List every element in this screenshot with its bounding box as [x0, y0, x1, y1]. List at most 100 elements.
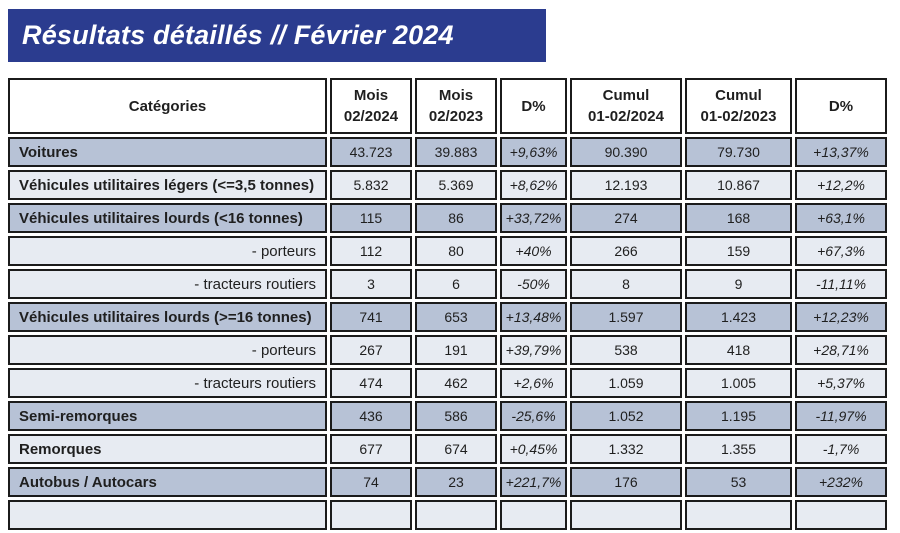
pct-cell: -11,97% — [795, 401, 887, 431]
pct-cell: +67,3% — [795, 236, 887, 266]
value-cell: 53 — [685, 467, 792, 497]
title-banner: Résultats détaillés // Février 2024 — [8, 9, 546, 62]
category-cell: Véhicules utilitaires lourds (<16 tonnes… — [8, 203, 327, 233]
pct-cell: -25,6% — [500, 401, 567, 431]
value-cell: 436 — [330, 401, 412, 431]
column-header-2: Mois 02/2023 — [415, 78, 497, 134]
value-cell: 586 — [415, 401, 497, 431]
value-cell: 274 — [570, 203, 682, 233]
header-row: Catégories Mois 02/2024 Mois 02/2023 D% Cumu… — [8, 78, 887, 134]
pct-cell — [795, 500, 887, 530]
value-cell: 266 — [570, 236, 682, 266]
value-cell: 3 — [330, 269, 412, 299]
category-cell: Voitures — [8, 137, 327, 167]
column-header-4: Cumul 01-02/2024 — [570, 78, 682, 134]
pct-cell: +28,71% — [795, 335, 887, 365]
value-cell: 653 — [415, 302, 497, 332]
value-cell: 418 — [685, 335, 792, 365]
value-cell: 176 — [570, 467, 682, 497]
pct-cell: +232% — [795, 467, 887, 497]
value-cell: 8 — [570, 269, 682, 299]
category-cell: - porteurs — [8, 335, 327, 365]
value-cell: 1.597 — [570, 302, 682, 332]
category-cell: Autobus / Autocars — [8, 467, 327, 497]
category-cell: - tracteurs routiers — [8, 269, 327, 299]
value-cell: 159 — [685, 236, 792, 266]
category-cell: Semi-remorques — [8, 401, 327, 431]
category-cell — [8, 500, 327, 530]
table-row: Remorques 677 674 +0,45% 1.332 1.355 -1,7% — [8, 434, 887, 464]
column-header-1: Mois 02/2024 — [330, 78, 412, 134]
pct-cell: +63,1% — [795, 203, 887, 233]
value-cell — [330, 500, 412, 530]
table-row: - porteurs 112 80 +40% 266 159 +67,3% — [8, 236, 887, 266]
column-header-5: Cumul 01-02/2023 — [685, 78, 792, 134]
value-cell — [415, 500, 497, 530]
value-cell: 1.355 — [685, 434, 792, 464]
value-cell: 191 — [415, 335, 497, 365]
table-row: Véhicules utilitaires lourds (<16 tonnes… — [8, 203, 887, 233]
value-cell: 267 — [330, 335, 412, 365]
value-cell: 1.059 — [570, 368, 682, 398]
pct-cell: +13,37% — [795, 137, 887, 167]
category-cell: Véhicules utilitaires lourds (>=16 tonne… — [8, 302, 327, 332]
table-header: Catégories Mois 02/2024 Mois 02/2023 D% Cumu… — [8, 78, 887, 134]
column-header-0: Catégories — [8, 78, 327, 134]
pct-cell: +0,45% — [500, 434, 567, 464]
table-row — [8, 500, 887, 530]
table-row: Véhicules utilitaires lourds (>=16 tonne… — [8, 302, 887, 332]
page-title: Résultats détaillés // Février 2024 — [22, 20, 454, 50]
value-cell: 80 — [415, 236, 497, 266]
value-cell: 9 — [685, 269, 792, 299]
pct-cell: +221,7% — [500, 467, 567, 497]
value-cell: 1.195 — [685, 401, 792, 431]
table-row: - tracteurs routiers 474 462 +2,6% 1.059 1.00… — [8, 368, 887, 398]
value-cell: 674 — [415, 434, 497, 464]
value-cell: 1.423 — [685, 302, 792, 332]
table-row: Voitures 43.723 39.883 +9,63% 90.390 79.730 +1… — [8, 137, 887, 167]
value-cell: 10.867 — [685, 170, 792, 200]
pct-cell: -11,11% — [795, 269, 887, 299]
value-cell: 741 — [330, 302, 412, 332]
table-row: Véhicules utilitaires légers (<=3,5 tonn… — [8, 170, 887, 200]
value-cell: 86 — [415, 203, 497, 233]
value-cell: 1.332 — [570, 434, 682, 464]
value-cell: 1.052 — [570, 401, 682, 431]
category-cell: Remorques — [8, 434, 327, 464]
value-cell: 5.832 — [330, 170, 412, 200]
value-cell: 168 — [685, 203, 792, 233]
pct-cell — [500, 500, 567, 530]
pct-cell: +12,2% — [795, 170, 887, 200]
value-cell: 12.193 — [570, 170, 682, 200]
category-cell: - porteurs — [8, 236, 327, 266]
value-cell: 115 — [330, 203, 412, 233]
table-body: Voitures 43.723 39.883 +9,63% 90.390 79.730 +1… — [8, 137, 887, 530]
table-row: - porteurs 267 191 +39,79% 538 418 +28,71% — [8, 335, 887, 365]
value-cell: 1.005 — [685, 368, 792, 398]
value-cell: 112 — [330, 236, 412, 266]
pct-cell: +39,79% — [500, 335, 567, 365]
results-table: Catégories Mois 02/2024 Mois 02/2023 D% Cumu… — [5, 75, 890, 533]
pct-cell: -1,7% — [795, 434, 887, 464]
value-cell: 538 — [570, 335, 682, 365]
pct-cell: +5,37% — [795, 368, 887, 398]
category-cell: - tracteurs routiers — [8, 368, 327, 398]
value-cell: 39.883 — [415, 137, 497, 167]
value-cell — [685, 500, 792, 530]
pct-cell: +2,6% — [500, 368, 567, 398]
value-cell: 23 — [415, 467, 497, 497]
value-cell: 6 — [415, 269, 497, 299]
table-row: Semi-remorques 436 586 -25,6% 1.052 1.195 -11,… — [8, 401, 887, 431]
column-header-6: D% — [795, 78, 887, 134]
pct-cell: +40% — [500, 236, 567, 266]
column-header-3: D% — [500, 78, 567, 134]
value-cell: 677 — [330, 434, 412, 464]
pct-cell: +8,62% — [500, 170, 567, 200]
category-cell: Véhicules utilitaires légers (<=3,5 tonn… — [8, 170, 327, 200]
pct-cell: +13,48% — [500, 302, 567, 332]
value-cell: 90.390 — [570, 137, 682, 167]
pct-cell: +33,72% — [500, 203, 567, 233]
table-row: Autobus / Autocars 74 23 +221,7% 176 53 +232% — [8, 467, 887, 497]
pct-cell: +12,23% — [795, 302, 887, 332]
value-cell: 79.730 — [685, 137, 792, 167]
